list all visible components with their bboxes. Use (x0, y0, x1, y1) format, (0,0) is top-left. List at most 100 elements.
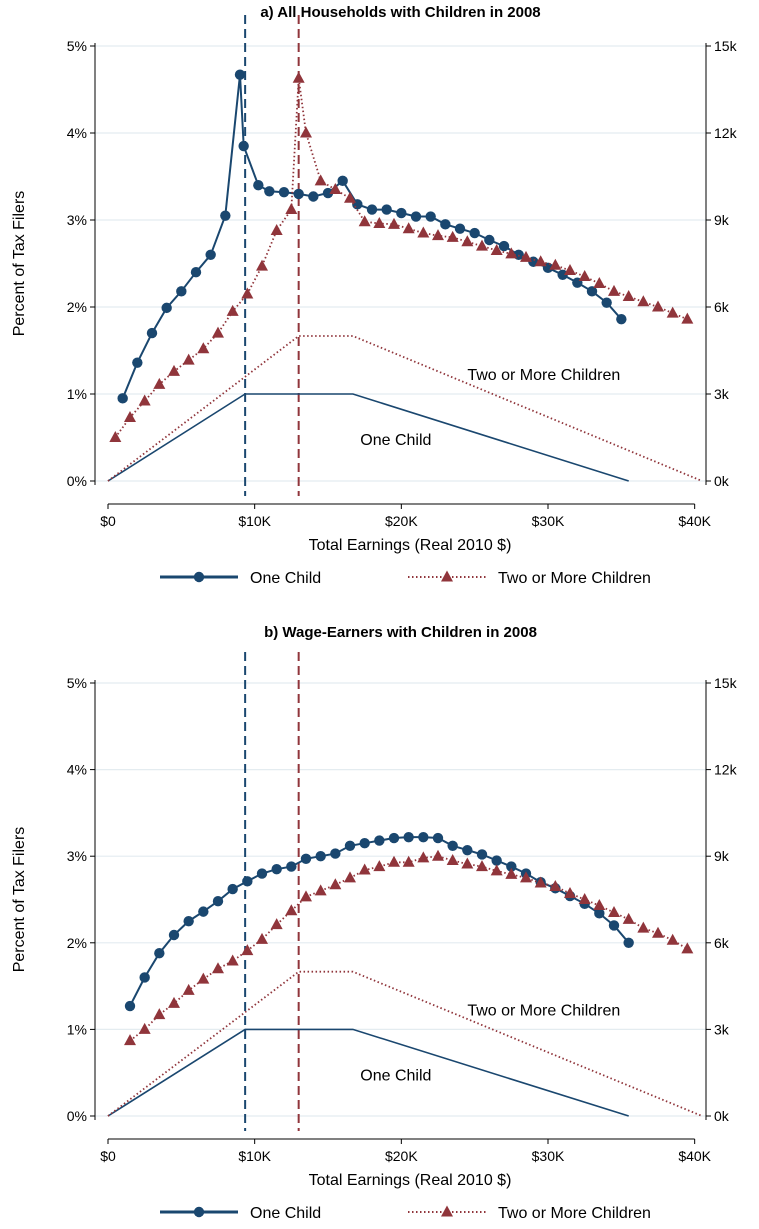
one-child-point (498, 240, 510, 252)
one-child-point (396, 207, 407, 219)
one-child-point (410, 211, 422, 222)
two-children-point (564, 886, 576, 898)
two-children-point (124, 1034, 136, 1046)
two-children-point (226, 304, 239, 316)
two-children-point (285, 904, 298, 916)
two-children-point (241, 944, 254, 956)
two-children-point (197, 342, 210, 354)
y2-tick-label: 6k (714, 935, 730, 951)
two-children-point (344, 191, 356, 203)
two-children-point (622, 290, 635, 302)
y-tick-label: 4% (67, 125, 87, 141)
two-children-point (182, 983, 195, 995)
two-children-point (534, 876, 547, 888)
two-children-point (622, 912, 635, 924)
y2-tick-label: 12k (714, 762, 738, 778)
one-child-point (220, 210, 231, 221)
y-tick-label: 0% (67, 1108, 87, 1124)
two-children-point (138, 394, 151, 406)
one-child-point (234, 69, 246, 80)
two-children-point (520, 871, 532, 883)
y-tick-label: 3% (67, 212, 87, 228)
two-children-point (138, 1022, 151, 1034)
one-child-point (447, 840, 458, 852)
two-children-point (549, 258, 562, 270)
two-children-point (681, 942, 694, 954)
two-children-point (314, 884, 327, 896)
one-child-point (330, 848, 341, 859)
two-children-point (168, 364, 180, 376)
one-child-point (608, 920, 620, 931)
two-children-point (549, 880, 562, 892)
one-child-point (146, 327, 158, 339)
x-tick-label: $30K (532, 513, 565, 529)
two-children-point (300, 126, 312, 138)
two-children-point (256, 259, 268, 271)
two-children-point (520, 250, 532, 262)
one-child-point (176, 286, 187, 297)
one-child-schedule-line (107, 393, 629, 482)
two-children-point (270, 223, 283, 235)
x-tick-label: $40K (678, 513, 711, 529)
two-children-point (285, 203, 298, 215)
legend-marker-one-child (193, 571, 205, 583)
one-child-point (337, 175, 348, 187)
x-tick-label: $0 (100, 1148, 116, 1164)
y-tick-label: 2% (67, 935, 87, 951)
y-axis-label: Percent of Tax Filers (11, 191, 28, 337)
two-children-schedule-line (107, 970, 703, 1117)
legend-marker-two-children (441, 570, 453, 582)
two-children-point (373, 216, 386, 228)
two-children-point (212, 962, 224, 974)
two-children-point (388, 855, 400, 867)
two-children-point (446, 230, 459, 242)
one-child-point (425, 211, 436, 222)
one-child-point (484, 234, 495, 246)
two-children-curve-label: Two or More Children (467, 367, 620, 384)
chart-title: a) All Households with Children in 2008 (260, 4, 540, 21)
two-children-point (505, 867, 518, 879)
two-children-curve-label: Two or More Children (467, 1002, 620, 1019)
two-children-point (578, 893, 591, 904)
two-children-point (417, 851, 430, 863)
one-child-point (161, 302, 172, 314)
one-child-point (557, 269, 568, 281)
two-children-point (153, 377, 166, 389)
one-child-curve-label: One Child (360, 1067, 431, 1084)
two-children-point (109, 431, 122, 442)
x-tick-label: $20K (385, 1148, 418, 1164)
y-tick-label: 3% (67, 848, 87, 864)
two-children-point (432, 849, 444, 861)
two-children-point (534, 255, 547, 267)
two-children-point (578, 270, 591, 282)
two-children-point (358, 215, 371, 227)
one-child-point (344, 840, 356, 852)
one-child-point (506, 861, 517, 872)
one-child-curve-label: One Child (360, 432, 431, 449)
one-child-point (469, 227, 480, 239)
one-child-point (315, 851, 326, 862)
one-child-point (432, 832, 444, 844)
two-children-point (417, 226, 430, 238)
y-axis-label: Percent of Tax Filers (11, 827, 28, 973)
two-children-point (564, 263, 576, 275)
one-child-point (616, 313, 627, 325)
chart-title: b) Wage-Earners with Children in 2008 (264, 624, 537, 641)
legend: One Child Two or More Children (160, 1205, 651, 1222)
two-children-point (652, 300, 664, 312)
two-children-point (666, 306, 679, 318)
one-child-point (322, 187, 334, 199)
one-child-point (183, 915, 194, 927)
one-child-point (190, 267, 202, 278)
two-children-point (476, 239, 488, 251)
one-child-point (139, 972, 150, 983)
one-child-point (238, 140, 249, 152)
y2-tick-label: 3k (714, 1021, 730, 1037)
x-tick-label: $0 (100, 513, 116, 529)
two-children-point (314, 174, 327, 186)
one-child-point (205, 249, 216, 260)
one-child-point (462, 844, 473, 856)
one-child-point (198, 906, 209, 917)
